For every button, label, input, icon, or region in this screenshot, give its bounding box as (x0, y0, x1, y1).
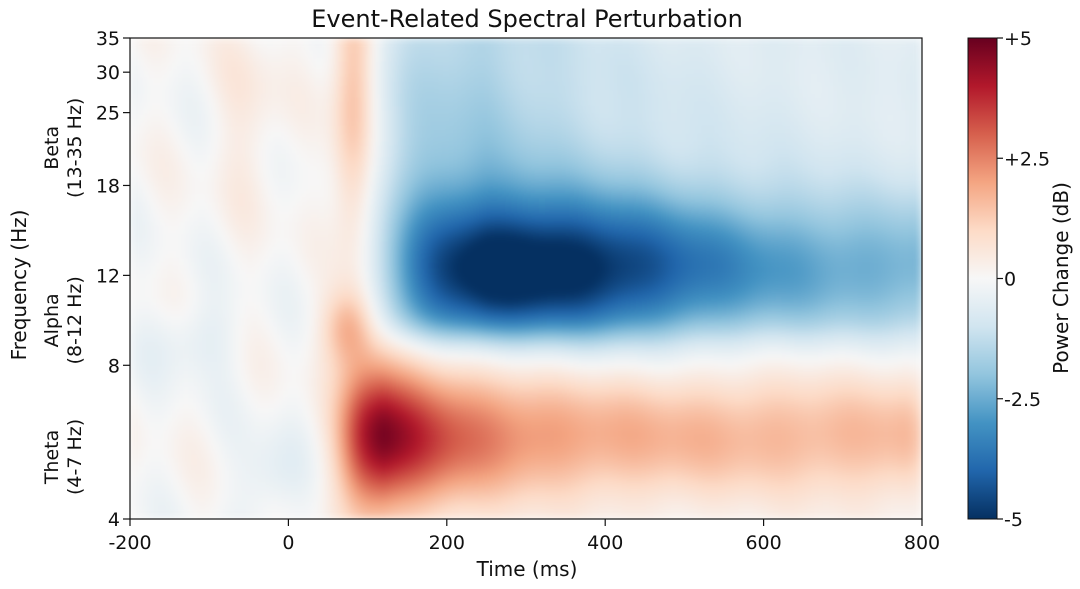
y-tick-label: 18 (96, 175, 120, 197)
y-tick-label: 30 (96, 62, 120, 84)
x-tick-label: 0 (282, 532, 294, 554)
y-tick-label: 12 (96, 265, 120, 287)
frequency-band-labels: Beta (13-35 Hz) Alpha (8-12 Hz) Theta (4-7 Hz… (41, 98, 86, 495)
plot-frame (129, 37, 923, 520)
heatmap-canvas (130, 38, 922, 519)
x-axis: -200 0 200 400 600 800 (108, 519, 940, 554)
colorbar-ticks: +5 +2.5 0 -2.5 -5 (997, 28, 1050, 531)
x-tick-label: 600 (745, 532, 781, 554)
y-axis-label: Frequency (Hz) (7, 210, 31, 361)
band-name-label: Alpha (41, 293, 63, 347)
colorbar (967, 37, 998, 520)
x-axis-label: Time (ms) (476, 557, 578, 581)
colorbar-tick-label: -5 (1004, 509, 1023, 531)
colorbar-tick-label: -2.5 (1004, 389, 1041, 411)
band-range-label: (13-35 Hz) (64, 98, 86, 198)
y-tick-label: 8 (108, 355, 120, 377)
x-tick-label: 400 (587, 532, 623, 554)
colorbar-tick-label: +5 (1004, 28, 1032, 50)
band-range-label: (4-7 Hz) (64, 419, 86, 495)
band-name-label: Beta (41, 126, 63, 170)
band-name-label: Theta (41, 430, 63, 485)
y-axis: 4 8 12 18 25 30 35 (96, 28, 130, 531)
colorbar-label: Power Change (dB) (1049, 182, 1073, 374)
colorbar-tick-label: 0 (1004, 269, 1016, 291)
x-tick-label: 200 (429, 532, 465, 554)
x-tick-label: -200 (108, 532, 151, 554)
y-tick-label: 4 (108, 509, 120, 531)
y-tick-label: 35 (96, 28, 120, 50)
y-tick-label: 25 (96, 103, 120, 125)
colorbar-tick-label: +2.5 (1004, 148, 1050, 170)
chart-title: Event-Related Spectral Perturbation (311, 5, 743, 33)
x-tick-label: 800 (904, 532, 940, 554)
heatmap-area (130, 38, 922, 519)
band-range-label: (8-12 Hz) (64, 276, 86, 364)
